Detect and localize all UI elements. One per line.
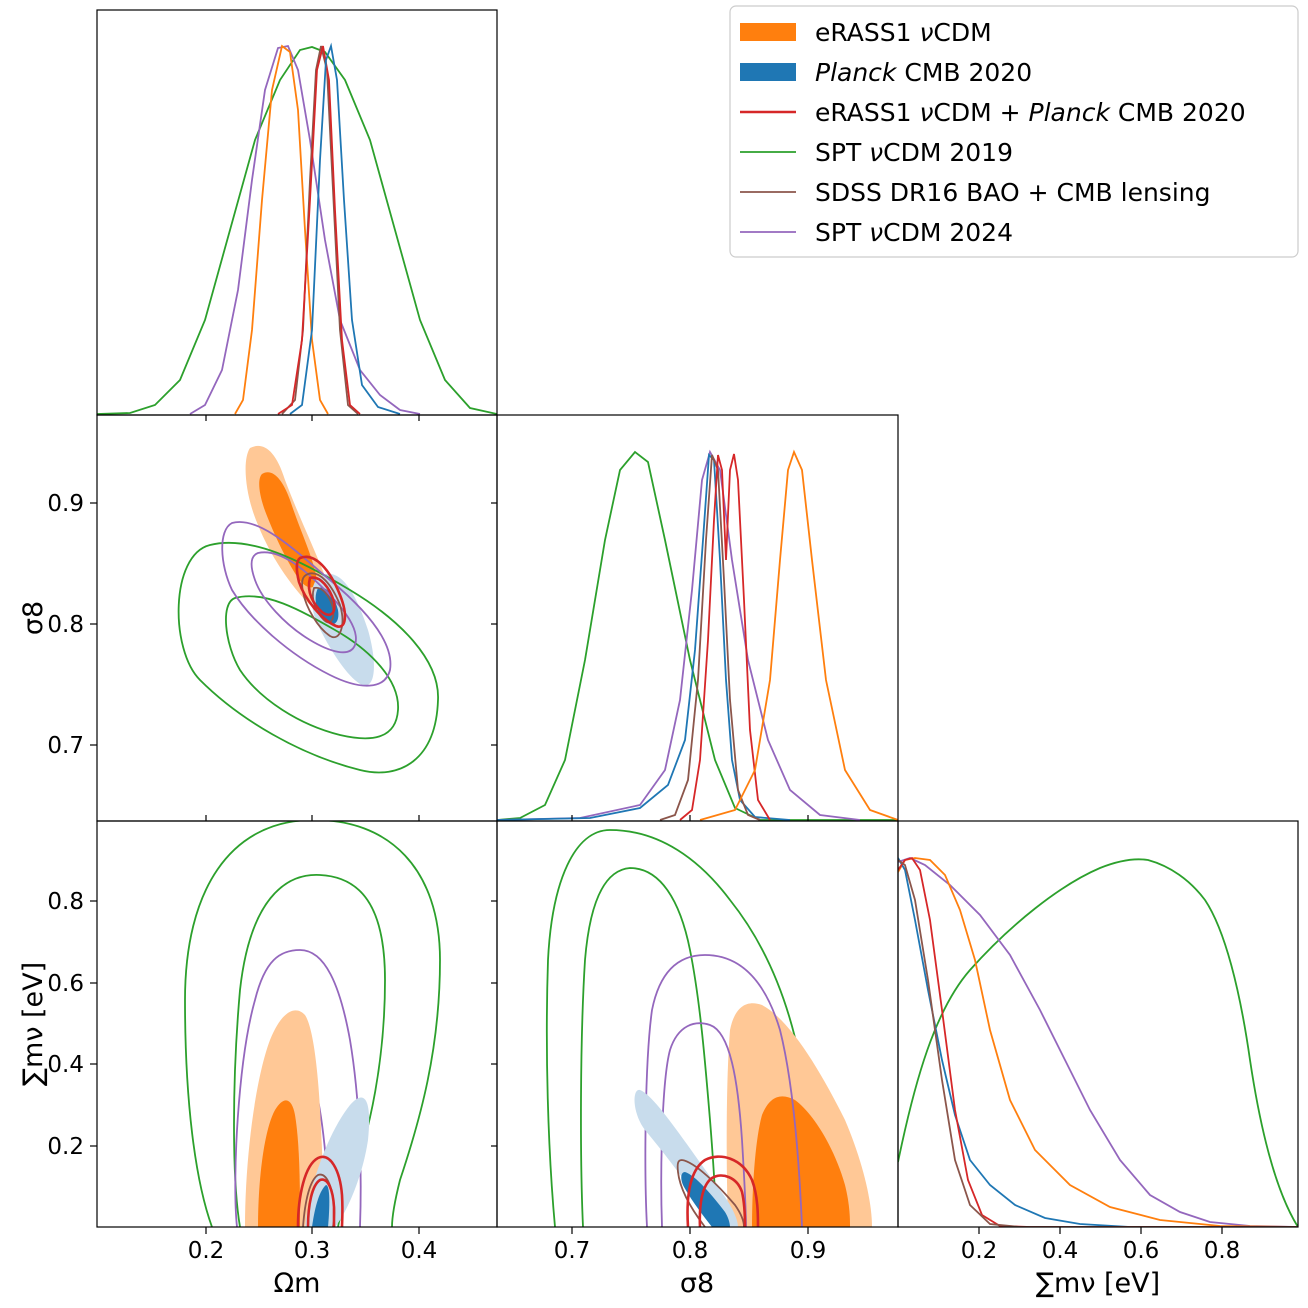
panel-mnu-sigma8 — [545, 829, 872, 1227]
combined-contour-95 — [686, 1155, 760, 1227]
combined-contour-68 — [698, 1174, 747, 1227]
legend: eRASS1 νCDM Planck CMB 2020 eRASS1 νCDM … — [729, 5, 1299, 258]
combined-contour-68 — [307, 576, 336, 616]
axis-label-mnu-y: ∑mν [eV] — [18, 962, 49, 1086]
tick-label-sigma8-y-0: 0.7 — [47, 733, 84, 759]
curve-planck-mnu — [898, 857, 1298, 1227]
legend-swatch-planck — [740, 63, 796, 81]
tick-label-sigma8-x-2: 0.9 — [790, 1238, 827, 1264]
legend-swatch-erass1 — [740, 23, 796, 41]
tick-label-mnu-x-3: 0.8 — [1204, 1238, 1241, 1264]
tick-label-sigma8-x-0: 0.7 — [554, 1238, 591, 1264]
curve-erass1-sigma8 — [699, 449, 898, 821]
sdss-contour-95 — [301, 572, 344, 639]
curve-spt2024-mnu — [898, 857, 1298, 1227]
tick-label-mnu-y-3: 0.8 — [47, 889, 84, 915]
axis-label-sigma8-x: σ8 — [680, 1268, 714, 1299]
combined-contour-68 — [306, 1178, 336, 1227]
planck-contour-95 — [634, 1089, 738, 1227]
spt2019-contour-95 — [184, 821, 441, 1227]
panel-sigma8-omega-m — [177, 445, 439, 774]
ticks-omega-m — [205, 415, 420, 1234]
legend-label-combined: eRASS1 νCDM + Planck CMB 2020 — [815, 98, 1246, 127]
legend-label-spt2019: SPT νCDM 2019 — [815, 138, 1013, 167]
ticks-sigma8-x — [571, 815, 809, 1234]
tick-label-mnu-x-1: 0.4 — [1042, 1238, 1079, 1264]
tick-label-omega-m-0: 0.2 — [188, 1238, 225, 1264]
combined-contour-95 — [295, 555, 347, 628]
panel-sigma8-1d — [497, 449, 898, 821]
ticks-mnu — [90, 900, 1223, 1234]
curve-erass1-mnu — [898, 857, 1298, 1227]
planck-contour-68 — [681, 1172, 730, 1227]
frame-sigma8-omega-m — [96, 414, 498, 822]
panel-mnu-omega-m — [184, 821, 441, 1227]
tick-label-sigma8-y-1: 0.8 — [47, 612, 84, 638]
ticks-sigma8-y — [90, 502, 497, 746]
axis-label-mnu-x: ∑mν [eV] — [1036, 1268, 1160, 1299]
frame-mnu-1d — [897, 820, 1299, 1228]
tick-label-mnu-y-2: 0.6 — [47, 971, 84, 997]
erass1-contour-68 — [258, 1100, 300, 1227]
spt2024-contour-95 — [221, 521, 392, 687]
curve-sdss-sigma8 — [659, 454, 761, 821]
curve-erass1-omega-m — [234, 44, 329, 415]
tick-label-mnu-x-2: 0.6 — [1123, 1238, 1160, 1264]
tick-label-mnu-y-0: 0.2 — [47, 1134, 84, 1160]
panel-mnu-1d — [898, 856, 1298, 1227]
axis-label-omega-m: Ωm — [274, 1268, 321, 1299]
spt2024-contour-68 — [250, 551, 357, 654]
spt2019-contour-68 — [580, 867, 717, 1227]
tick-label-mnu-y-1: 0.4 — [47, 1052, 84, 1078]
sdss-contour-95 — [676, 1159, 745, 1227]
combined-contour-95 — [296, 1155, 344, 1227]
frame-omega-m-1d — [96, 9, 498, 416]
curve-spt2024-sigma8 — [497, 449, 861, 821]
legend-box — [729, 5, 1299, 258]
curve-spt2024-omega-m — [189, 44, 421, 415]
tick-label-mnu-x-0: 0.2 — [961, 1238, 998, 1264]
erass1-contour-68 — [752, 1096, 850, 1227]
curve-sdss-mnu — [898, 859, 1298, 1227]
legend-label-spt2024: SPT νCDM 2024 — [815, 218, 1013, 247]
panel-omega-m-1d — [97, 42, 497, 415]
curve-combined-sigma8 — [679, 453, 771, 821]
axis-label-sigma8-y: σ8 — [18, 601, 49, 635]
curve-spt2019-omega-m — [97, 46, 497, 415]
curve-planck-omega-m — [289, 42, 401, 415]
tick-label-omega-m-2: 0.4 — [401, 1238, 438, 1264]
curve-spt2019-mnu — [898, 858, 1298, 1227]
spt2019-contour-68 — [225, 595, 399, 740]
spt2024-contour-95 — [644, 954, 803, 1227]
curve-spt2019-sigma8 — [497, 450, 898, 821]
legend-label-sdss: SDSS DR16 BAO + CMB lensing — [815, 178, 1211, 207]
curve-combined-omega-m — [277, 45, 361, 415]
tick-label-sigma8-x-1: 0.8 — [672, 1238, 709, 1264]
tick-label-omega-m-1: 0.3 — [294, 1238, 331, 1264]
legend-label-erass1: eRASS1 νCDM — [815, 18, 992, 47]
planck-contour-68 — [312, 1185, 330, 1227]
tick-label-sigma8-y-2: 0.9 — [47, 491, 84, 517]
legend-label-planck: Planck CMB 2020 — [815, 58, 1032, 87]
